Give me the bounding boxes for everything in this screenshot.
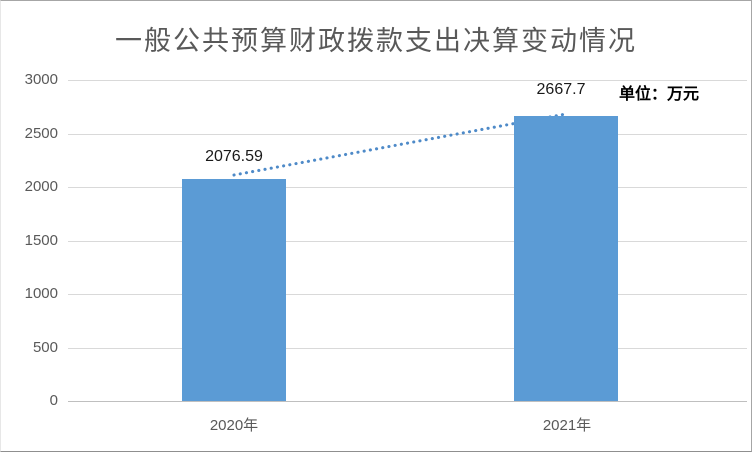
gridline-3000 [68, 80, 747, 81]
x-category-label-2020年: 2020年 [209, 417, 259, 434]
gridline-500 [68, 348, 747, 349]
x-axis-line [68, 401, 747, 402]
data-label-2020年: 2076.59 [205, 148, 263, 165]
y-tick-label-2500: 2500 [24, 125, 58, 142]
unit-label: 单位：万元 [618, 86, 699, 103]
x-category-label-2021年: 2021年 [542, 417, 592, 434]
data-label-2021年: 2667.7 [536, 81, 586, 98]
chart-title: 一般公共预算财政拨款支出决算变动情况 [115, 26, 637, 56]
y-tick-label-500: 500 [32, 339, 58, 356]
gridline-2000 [68, 187, 747, 188]
gridline-2500 [68, 134, 747, 135]
gridline-1000 [68, 294, 747, 295]
gridline-1500 [68, 241, 747, 242]
y-tick-label-2000: 2000 [24, 178, 58, 195]
y-tick-label-1500: 1500 [24, 232, 58, 249]
y-tick-label-0: 0 [49, 392, 58, 409]
bar-2021年[interactable] [514, 116, 618, 401]
y-tick-label-3000: 3000 [24, 71, 58, 88]
bar-2020年[interactable] [182, 179, 286, 401]
y-tick-label-1000: 1000 [24, 285, 58, 302]
